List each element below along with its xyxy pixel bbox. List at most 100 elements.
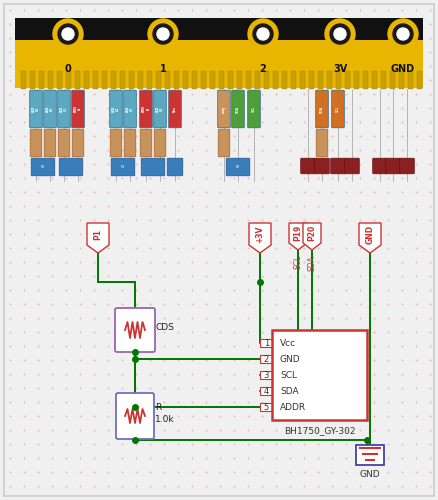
- FancyBboxPatch shape: [31, 158, 55, 176]
- Text: GND: GND: [360, 470, 380, 479]
- FancyBboxPatch shape: [332, 90, 344, 128]
- Bar: [264, 71, 269, 89]
- Bar: [201, 71, 206, 89]
- Circle shape: [330, 24, 350, 44]
- Text: LED
C0: LED C0: [46, 106, 54, 112]
- Text: LED
C2: LED C2: [112, 106, 120, 112]
- Bar: [390, 71, 395, 89]
- Text: P0: P0: [41, 165, 45, 169]
- FancyBboxPatch shape: [400, 158, 414, 174]
- Bar: [345, 71, 350, 89]
- Circle shape: [157, 28, 169, 40]
- FancyBboxPatch shape: [115, 308, 155, 352]
- Bar: [75, 71, 80, 89]
- FancyBboxPatch shape: [226, 158, 250, 176]
- FancyBboxPatch shape: [218, 90, 230, 128]
- Bar: [111, 71, 116, 89]
- Bar: [192, 71, 197, 89]
- FancyBboxPatch shape: [331, 158, 345, 174]
- FancyBboxPatch shape: [59, 158, 83, 176]
- Bar: [408, 71, 413, 89]
- Polygon shape: [359, 223, 381, 253]
- Bar: [356, 445, 384, 465]
- Bar: [48, 71, 53, 89]
- Text: 3: 3: [264, 370, 269, 380]
- Text: SDA: SDA: [236, 106, 240, 112]
- Text: P1: P1: [121, 165, 125, 169]
- Bar: [138, 71, 143, 89]
- Bar: [102, 71, 107, 89]
- Bar: [165, 71, 170, 89]
- Bar: [93, 71, 98, 89]
- Bar: [399, 71, 404, 89]
- Text: 2: 2: [264, 354, 269, 364]
- Text: 4: 4: [264, 386, 269, 396]
- Text: P1: P1: [93, 228, 102, 239]
- Polygon shape: [87, 223, 109, 253]
- FancyBboxPatch shape: [218, 129, 230, 157]
- Text: Vcc: Vcc: [280, 338, 296, 347]
- FancyBboxPatch shape: [314, 158, 329, 174]
- Circle shape: [397, 28, 409, 40]
- Bar: [327, 71, 332, 89]
- Bar: [354, 71, 359, 89]
- Bar: [183, 71, 188, 89]
- Text: 1: 1: [159, 64, 166, 74]
- FancyBboxPatch shape: [110, 90, 122, 128]
- Bar: [300, 71, 305, 89]
- Circle shape: [53, 19, 83, 49]
- Bar: [66, 71, 71, 89]
- Text: GND: GND: [365, 224, 374, 244]
- FancyBboxPatch shape: [141, 158, 165, 176]
- Text: LED
C3: LED C3: [126, 106, 134, 112]
- FancyBboxPatch shape: [44, 90, 57, 128]
- Polygon shape: [303, 223, 321, 250]
- Text: anlg: anlg: [222, 106, 226, 112]
- Bar: [219, 71, 224, 89]
- Bar: [291, 71, 296, 89]
- Text: 1: 1: [264, 338, 269, 347]
- Bar: [273, 71, 278, 89]
- Circle shape: [58, 24, 78, 44]
- Bar: [156, 71, 161, 89]
- Text: 2: 2: [260, 64, 266, 74]
- Bar: [381, 71, 386, 89]
- Bar: [237, 71, 242, 89]
- FancyBboxPatch shape: [154, 129, 166, 157]
- FancyBboxPatch shape: [345, 158, 359, 174]
- FancyBboxPatch shape: [316, 90, 328, 128]
- Text: SCL: SCL: [336, 106, 340, 112]
- Circle shape: [253, 24, 273, 44]
- Bar: [309, 71, 314, 89]
- Bar: [272, 330, 367, 420]
- Bar: [174, 71, 179, 89]
- Text: 3V: 3V: [333, 64, 347, 74]
- Circle shape: [393, 24, 413, 44]
- Text: SCL: SCL: [293, 255, 303, 269]
- Bar: [318, 71, 323, 89]
- Bar: [260, 371, 272, 379]
- Text: P19: P19: [293, 225, 303, 241]
- FancyBboxPatch shape: [44, 129, 56, 157]
- Bar: [21, 71, 26, 89]
- Text: P2: P2: [236, 165, 240, 169]
- Text: 5: 5: [264, 402, 269, 411]
- Bar: [417, 71, 422, 89]
- Bar: [260, 403, 272, 411]
- Circle shape: [248, 19, 278, 49]
- Bar: [210, 71, 215, 89]
- Text: R: R: [155, 404, 161, 412]
- Bar: [84, 71, 89, 89]
- Text: SCL: SCL: [280, 370, 297, 380]
- Bar: [57, 71, 62, 89]
- Bar: [363, 71, 368, 89]
- FancyBboxPatch shape: [110, 129, 122, 157]
- Text: BTN
B: BTN B: [142, 106, 150, 112]
- FancyBboxPatch shape: [232, 90, 244, 128]
- FancyBboxPatch shape: [30, 90, 42, 128]
- Bar: [260, 339, 272, 347]
- Bar: [129, 71, 134, 89]
- Text: LED
C1: LED C1: [60, 106, 68, 112]
- Circle shape: [334, 28, 346, 40]
- Text: SDA: SDA: [280, 386, 299, 396]
